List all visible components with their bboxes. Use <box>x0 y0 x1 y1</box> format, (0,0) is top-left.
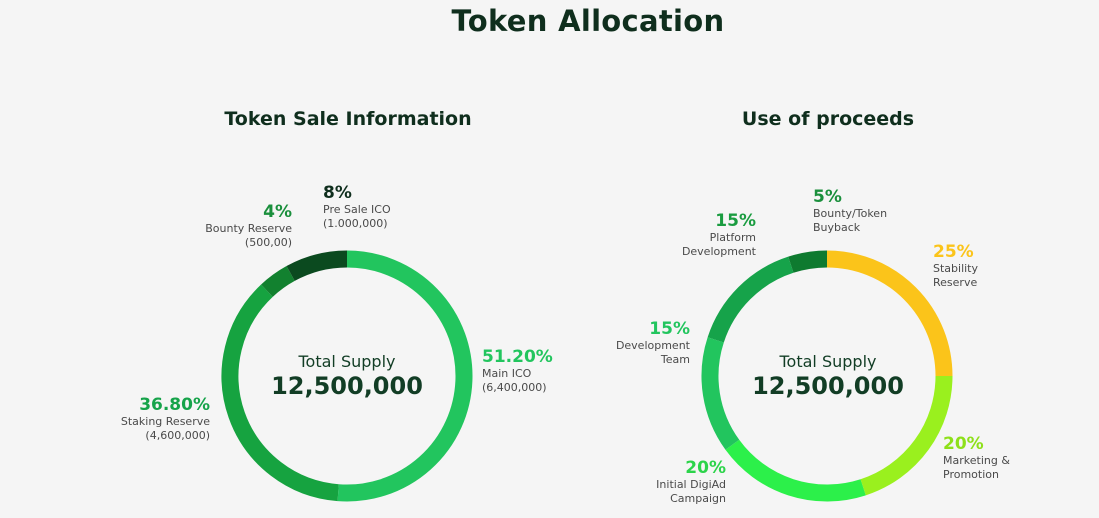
donut-slice-bounty-token-buyback <box>788 250 828 273</box>
data-label-stability-reserve: 25% Stability Reserve <box>933 242 1013 289</box>
slice-percent: 15% <box>715 211 756 231</box>
data-label-platform-development: 15% Platform Development <box>660 211 756 258</box>
slice-name: Staking Reserve <box>120 415 210 429</box>
total-supply-label: Total Supply <box>298 352 396 371</box>
chart-title-token-sale: Token Sale Information <box>224 108 472 130</box>
data-label-pre-sale-ico: 8% Pre Sale ICO (1.000,000) <box>323 183 391 230</box>
donut-slice-main-ico <box>337 250 473 502</box>
donut-slice-stability-reserve <box>826 250 953 377</box>
slice-name: Initial DigiAd Campaign <box>656 478 726 505</box>
slice-amount: (1.000,000) <box>323 216 388 230</box>
slice-name: Pre Sale ICO <box>323 203 391 217</box>
donut-slice-pre-sale-ico <box>286 250 348 282</box>
center-label-right: Total Supply 12,500,000 <box>698 352 958 400</box>
slice-amount: (6,400,000) <box>482 380 547 394</box>
slice-name: Marketing & Promotion <box>943 454 1010 481</box>
slice-percent: 4% <box>263 202 292 222</box>
slice-amount: (500,00) <box>244 235 292 249</box>
slice-percent: 36.80% <box>139 395 210 415</box>
slice-name: Bounty/Token Buyback <box>813 207 888 234</box>
center-label-left: Total Supply 12,500,000 <box>217 352 477 400</box>
slice-percent: 15% <box>649 319 690 339</box>
slice-percent: 20% <box>685 458 726 478</box>
data-label-development-team: 15% Development Team <box>600 319 690 366</box>
donut-slice-bounty-reserve <box>261 266 295 298</box>
data-label-staking-reserve: 36.80% Staking Reserve (4,600,000) <box>100 395 210 442</box>
donut-slice-staking-reserve <box>221 284 339 502</box>
slice-name: Development Team <box>615 339 690 366</box>
data-label-bounty-token-buyback: 5% Bounty/Token Buyback <box>813 187 913 234</box>
total-supply-label: Total Supply <box>779 352 877 371</box>
data-label-main-ico: 51.20% Main ICO (6,400,000) <box>482 347 553 394</box>
chart-title-use-of-proceeds: Use of proceeds <box>741 108 915 130</box>
donut-slice-initial-digiad-campaign <box>725 439 866 502</box>
slice-name: Main ICO <box>482 367 532 381</box>
slice-percent: 8% <box>323 183 352 203</box>
slice-percent: 5% <box>813 187 842 207</box>
slice-percent: 51.20% <box>482 347 553 367</box>
slice-amount: (4,600,000) <box>145 428 210 442</box>
donut-slice-platform-development <box>707 256 794 343</box>
data-label-initial-digiad-campaign: 20% Initial DigiAd Campaign <box>636 458 726 505</box>
slice-name: Bounty Reserve <box>205 222 292 236</box>
page-title: Token Allocation <box>451 4 725 38</box>
donut-slice-marketing-promotion <box>860 375 953 496</box>
slice-name: Stability Reserve <box>933 262 979 289</box>
slice-name: Platform Development <box>681 231 756 258</box>
donut-slice-development-team <box>701 337 740 450</box>
total-supply-value: 12,500,000 <box>752 372 904 400</box>
slice-percent: 20% <box>943 434 984 454</box>
total-supply-value: 12,500,000 <box>271 372 423 400</box>
data-label-bounty-reserve: 4% Bounty Reserve (500,00) <box>180 202 292 249</box>
slice-percent: 25% <box>933 242 974 262</box>
data-label-marketing-promotion: 20% Marketing & Promotion <box>943 434 1033 481</box>
